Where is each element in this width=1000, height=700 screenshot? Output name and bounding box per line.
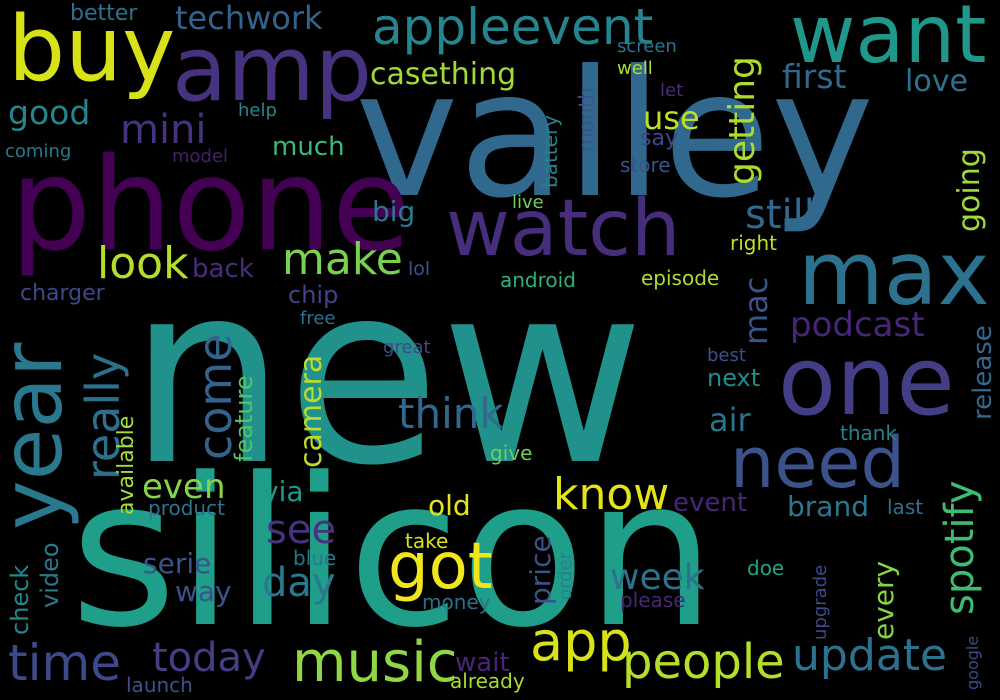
word-got: got [388,530,493,604]
word-check: check [6,564,34,635]
word-techwork: techwork [175,0,323,37]
word-time: time [8,634,121,692]
word-great: great [383,337,431,358]
word-please: please [620,588,686,612]
word-right: right [730,231,777,255]
word-blue: blue [293,546,337,570]
word-podcast: podcast [790,305,925,345]
word-better: better [70,1,138,26]
word-thank: thank [840,421,898,445]
word-spotify: spotify [937,480,983,615]
word-say: say [640,126,678,151]
word-year: year [0,342,81,530]
word-new: new [128,229,645,520]
word-video: video [36,542,64,608]
word-mini: mini [120,107,207,153]
word-casething: casething [370,57,517,92]
word-one: one [778,327,955,437]
word-getting: getting [722,56,763,185]
word-give: give [490,441,533,465]
word-camera: camera [294,354,329,468]
word-love: love [905,64,968,99]
word-serie: serie [143,547,212,580]
word-valley: valley [355,34,875,237]
word-first: first [782,57,847,96]
word-music: music [292,630,458,695]
word-way: way [175,575,232,608]
word-buy: buy [8,0,176,102]
word-amp: amp [172,17,372,122]
word-feature: feature [230,375,258,462]
word-use: use [643,99,700,137]
word-still: still [745,192,815,238]
word-launch: launch [126,673,193,697]
word-model: model [172,146,229,167]
word-money: money [422,590,491,614]
word-big: big [372,195,416,228]
word-coming: coming [5,141,72,162]
word-live: live [512,192,544,213]
word-watch: watch [446,184,681,274]
word-good: good [8,93,91,132]
word-day: day [262,560,336,606]
word-already: already [450,669,525,693]
word-doe: doe [747,556,785,580]
word-think: think [398,389,504,438]
word-month: month [574,87,598,152]
word-today: today [152,635,266,681]
word-episode: episode [641,266,720,290]
word-know: know [553,469,670,520]
word-every: every [867,560,900,640]
word-silicon: silicon [70,435,716,673]
word-week: week [610,557,705,598]
word-price: price [524,535,557,605]
word-free: free [300,308,336,329]
word-order: order [555,552,576,600]
word-back: back [192,254,254,284]
word-via: via [262,475,304,508]
word-store: store [620,153,671,177]
word-see: see [266,507,337,553]
word-wait: wait [455,648,510,678]
word-well: well [617,58,653,79]
word-mac: mac [737,276,775,345]
word-let: let [660,80,684,101]
word-lol: lol [408,258,431,280]
word-google: google [963,635,982,690]
word-best: best [707,345,746,366]
word-much: much [272,132,345,162]
word-available: available [114,415,139,515]
word-event: event [673,488,748,518]
word-last: last [887,495,924,519]
word-help: help [238,100,277,121]
word-release: release [968,325,998,420]
word-chip: chip [288,281,339,309]
word-product: product [148,496,225,520]
word-air: air [709,401,751,439]
word-max: max [798,222,990,325]
word-old: old [428,489,471,522]
word-make: make [282,234,403,285]
word-update: update [792,630,948,681]
word-brand: brand [787,490,869,523]
word-next: next [707,364,761,392]
word-app: app [530,610,632,673]
word-take: take [405,529,449,553]
word-appleevent: appleevent [372,0,654,56]
word-look: look [97,238,189,289]
word-phone: phone [10,131,411,280]
word-even: even [142,467,226,507]
word-upgrade: upgrade [810,564,831,640]
word-battery: battery [538,115,562,188]
word-screen: screen [617,36,677,57]
word-going: going [952,148,987,232]
word-people: people [622,634,785,690]
word-android: android [500,268,576,292]
word-want: want [790,0,987,81]
word-charger: charger [20,281,105,306]
word-need: need [730,422,905,504]
